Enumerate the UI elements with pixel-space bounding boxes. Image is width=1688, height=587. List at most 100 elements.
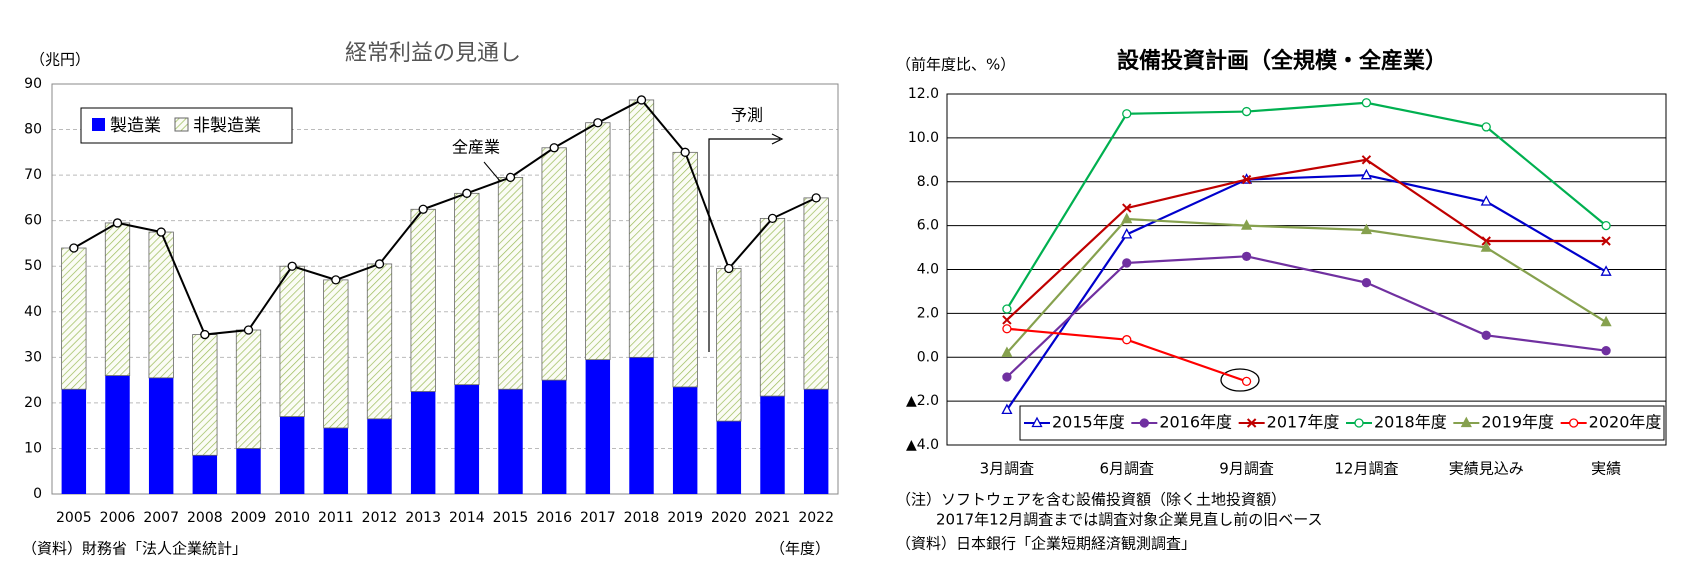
x-tick-label: 6月調査 — [1099, 460, 1154, 478]
marker — [462, 188, 472, 198]
line — [73, 98, 817, 336]
bar — [672, 151, 698, 388]
x-tick-label: 2008 — [187, 510, 223, 526]
marker — [1241, 106, 1252, 117]
y-tick-label: 12.0 — [908, 86, 939, 102]
bar — [803, 389, 829, 494]
chart-title: 経常利益の見通し — [345, 41, 521, 66]
legend-swatch — [174, 117, 189, 132]
legend-label: 製造業 — [110, 116, 161, 136]
marker — [1354, 418, 1364, 428]
bar — [759, 217, 786, 397]
y-tick-label: ▲4.0 — [906, 437, 939, 453]
y-axis-label: （前年度比、%） — [896, 56, 1015, 74]
bar — [410, 391, 436, 494]
marker — [1122, 258, 1132, 268]
x-tick-label: 実績 — [1591, 460, 1621, 478]
source: （資料）財務省「法人企業統計」 — [22, 540, 247, 558]
marker — [1241, 251, 1252, 261]
marker — [767, 213, 778, 224]
marker — [1481, 330, 1491, 340]
leader-line — [483, 161, 501, 182]
bar — [454, 192, 480, 386]
marker — [1002, 324, 1012, 334]
x-tick-label: 2016 — [536, 510, 572, 526]
marker — [374, 259, 385, 269]
marker — [69, 243, 79, 253]
y-tick-label: ▲2.0 — [906, 393, 939, 409]
marker — [1246, 418, 1257, 428]
legend-swatch — [92, 118, 105, 131]
x-tick-label: 2009 — [231, 510, 267, 526]
bar — [716, 268, 742, 422]
marker — [1361, 278, 1372, 288]
bar — [192, 334, 218, 456]
x-tick-label: 2005 — [56, 510, 92, 526]
x-tick-label: 2020 — [711, 510, 747, 526]
marker — [112, 218, 123, 228]
y-tick-label: 40 — [24, 304, 42, 320]
legend-label: 2015年度 — [1052, 413, 1125, 432]
bar — [716, 421, 742, 494]
legend-label: 非製造業 — [193, 116, 261, 136]
y-tick-label: 10.0 — [908, 130, 939, 146]
marker — [1360, 168, 1372, 180]
marker — [1001, 346, 1013, 358]
bar — [585, 359, 611, 494]
marker — [1139, 418, 1149, 428]
marker — [1121, 212, 1133, 224]
marker — [1241, 376, 1252, 387]
marker — [1601, 346, 1611, 356]
x-tick-label: 2006 — [100, 510, 136, 526]
x-tick-label: 2014 — [449, 510, 485, 526]
y-tick-label: 50 — [24, 258, 42, 274]
marker — [1121, 228, 1133, 239]
x-tick-label: 実績見込み — [1449, 460, 1524, 478]
y-tick-label: 60 — [24, 213, 42, 229]
marker — [243, 325, 254, 335]
x-axis-label: （年度） — [770, 540, 830, 558]
chart-title: 設備投資計画（全規模・全産業） — [1117, 48, 1447, 74]
marker — [1480, 195, 1492, 206]
x-tick-label: 2022 — [798, 510, 834, 526]
bar — [367, 418, 392, 494]
legend-label: 2017年度 — [1267, 413, 1340, 432]
bar — [148, 231, 174, 379]
annotation: 予測 — [731, 106, 763, 125]
marker — [156, 227, 166, 237]
marker — [1241, 219, 1253, 230]
y-tick-label: 10 — [24, 440, 42, 456]
bar — [323, 427, 349, 494]
marker — [1122, 203, 1132, 213]
bar — [192, 455, 218, 494]
marker — [1122, 109, 1132, 119]
bar — [61, 247, 87, 390]
y-tick-label: 20 — [24, 395, 42, 411]
bar — [628, 99, 655, 358]
marker — [1600, 315, 1612, 327]
marker — [1481, 122, 1491, 132]
x-tick-label: 2010 — [274, 510, 310, 526]
y-tick-label: 8.0 — [917, 174, 939, 190]
marker — [636, 95, 647, 105]
marker — [1601, 220, 1611, 231]
bar — [585, 122, 611, 361]
legend-label: 2018年度 — [1374, 413, 1447, 432]
marker — [418, 204, 428, 214]
marker — [811, 193, 821, 203]
marker — [593, 118, 603, 128]
marker — [1241, 174, 1252, 185]
marker — [331, 275, 341, 285]
marker — [1481, 236, 1491, 246]
marker — [549, 143, 559, 153]
x-tick-label: 2018 — [624, 510, 660, 526]
y-tick-label: 0.0 — [917, 349, 939, 365]
x-tick-label: 2012 — [362, 510, 398, 526]
marker — [1001, 403, 1013, 415]
marker — [1601, 236, 1611, 246]
marker — [1460, 416, 1472, 428]
bar — [497, 176, 524, 390]
bar — [235, 329, 262, 449]
line — [1006, 255, 1607, 378]
